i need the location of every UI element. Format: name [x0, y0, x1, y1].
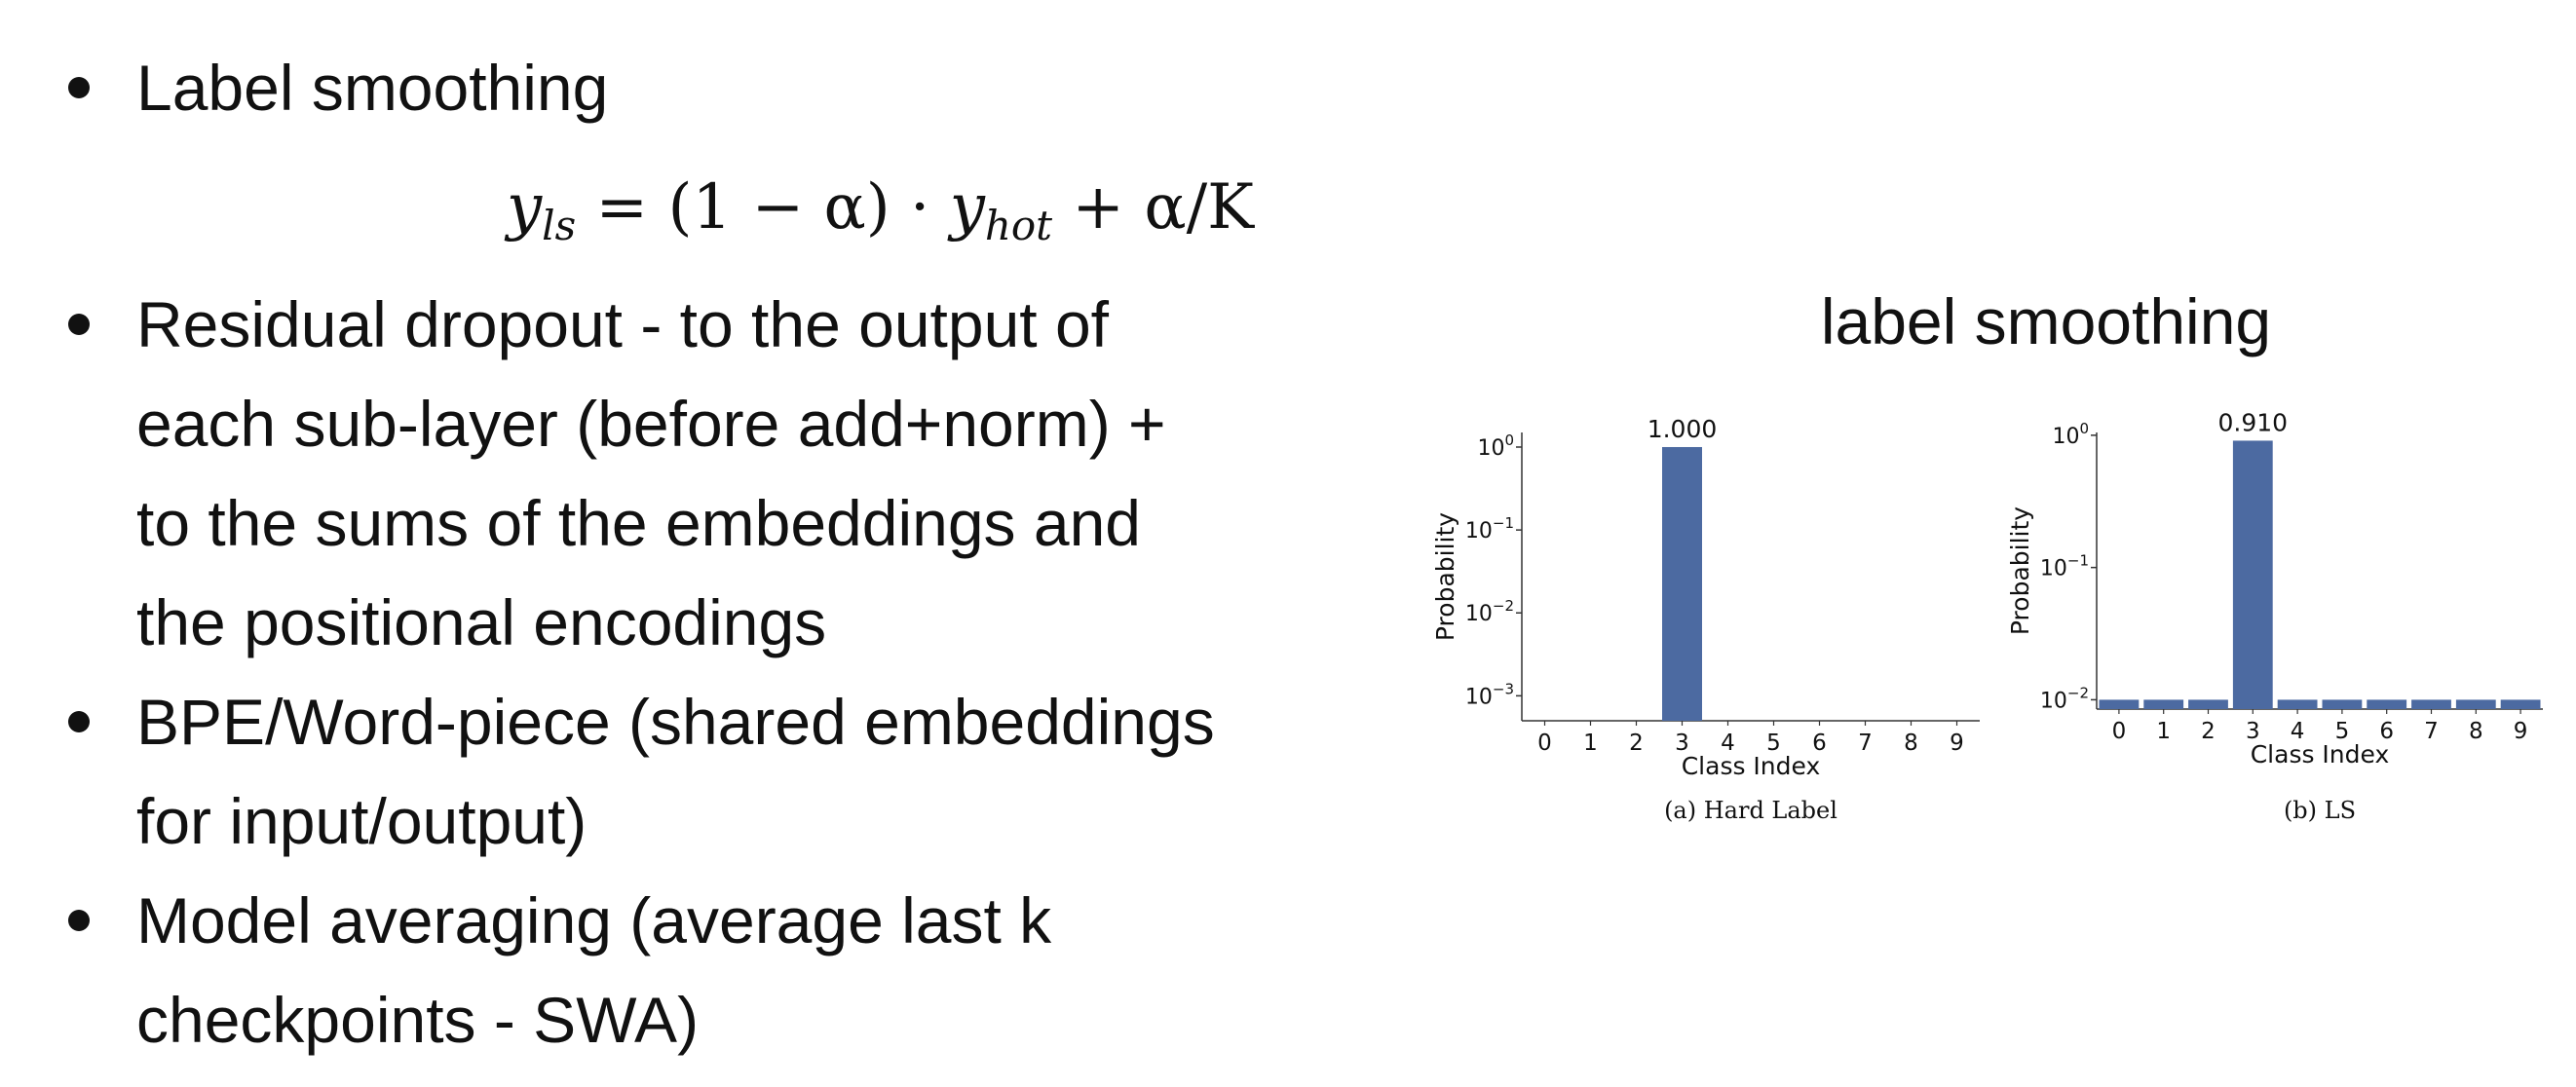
bullet-dot: [68, 77, 90, 98]
chart-2-bar-8: [2455, 699, 2496, 709]
formula-middle: = (1 − α) ·: [576, 171, 950, 244]
bullet-model-averaging-line-1: Model averaging (average last k: [136, 884, 1052, 956]
formula-y-subscript: hot: [984, 202, 1053, 249]
chart-2-x-tick-label: 0: [2112, 719, 2127, 744]
chart-2-y-tick-label: 100: [2052, 420, 2089, 449]
chart-1-x-tick-label: 9: [1950, 731, 1964, 756]
chart-1-y-tick-label: 10−1: [1465, 514, 1514, 544]
chart-2-x-tick-label: 6: [2379, 719, 2394, 744]
chart-2-x-tick-label: 5: [2335, 719, 2350, 744]
chart-2-bar-9: [2500, 699, 2541, 709]
formula-lhs: y: [507, 171, 543, 244]
chart-1-x-tick-label: 2: [1629, 731, 1644, 756]
chart-2-x-axis-label: Class Index: [2251, 740, 2390, 768]
bullet-residual-dropout-line-4: the positional encodings: [136, 586, 827, 658]
chart-title: label smoothing: [1820, 285, 2272, 357]
label-smoothing-charts: 100 10−1 10−2 10−3 0 1 2 3 4 5 6 7 8 9 1.000 Probabilit…: [1431, 408, 2543, 824]
chart-1-x-tick-label: 1: [1583, 731, 1598, 756]
bullet-dot: [68, 711, 90, 732]
chart-2-bar-7: [2411, 699, 2451, 709]
chart-1-x-tick-label: 7: [1858, 731, 1873, 756]
bullet-residual-dropout-line-2: each sub-layer (before add+norm) +: [136, 388, 1166, 460]
chart-1-x-tick-label: 3: [1675, 731, 1689, 756]
formula-y: y: [949, 171, 985, 244]
bullet-dot: [68, 910, 90, 931]
chart-1-data-label: 1.000: [1648, 415, 1718, 443]
chart-2-bar-1: [2143, 699, 2184, 709]
chart-1-x-tick-label: 6: [1812, 731, 1827, 756]
formula-rhs: + α/K: [1052, 171, 1254, 244]
chart-1-x-tick-label: 0: [1537, 731, 1552, 756]
chart-1-x-tick-label: 4: [1721, 731, 1735, 756]
bullet-residual-dropout-line-1: Residual dropout - to the output of: [136, 288, 1109, 360]
chart-1-y-axis-label: Probability: [1431, 512, 1459, 641]
chart-2-caption: (b) LS: [2284, 797, 2356, 824]
chart-1-bar-3: [1662, 446, 1702, 721]
bullet-model-averaging-line-2: checkpoints - SWA): [136, 984, 700, 1056]
chart-2-y-axis-label: Probability: [2006, 506, 2034, 635]
chart-2-x-tick-label: 3: [2246, 719, 2260, 744]
label-smoothing-formula: yls = (1 − α) · yhot + α/K: [507, 164, 1254, 270]
bullet-dot: [68, 314, 90, 335]
chart-1-x-axis-label: Class Index: [1682, 752, 1821, 780]
chart-2-x-tick-label: 8: [2469, 719, 2483, 744]
chart-2-bar-3: [2232, 440, 2273, 709]
chart-1-y-tick-label: 10−3: [1465, 680, 1514, 709]
bullet-residual-dropout-line-3: to the sums of the embeddings and: [136, 487, 1141, 559]
bullet-bpe-line-2: for input/output): [136, 785, 587, 857]
chart-2-bar-4: [2277, 699, 2318, 709]
chart-2-x-tick-label: 7: [2424, 719, 2439, 744]
chart-2-y-tick-label: 10−1: [2040, 552, 2089, 581]
chart-1-caption: (a) Hard Label: [1664, 797, 1837, 824]
chart-2-y-tick-label: 10−2: [2040, 684, 2089, 713]
chart-2-bar-6: [2367, 699, 2407, 709]
chart-1-y-tick-label: 10−2: [1465, 597, 1514, 626]
chart-1-x-tick-label: 5: [1766, 731, 1781, 756]
chart-1-x-tick-label: 8: [1904, 731, 1918, 756]
chart-2-bar-2: [2188, 699, 2228, 709]
bullet-bpe-line-1: BPE/Word-piece (shared embeddings: [136, 686, 1215, 758]
chart-2-data-label: 0.910: [2218, 408, 2289, 436]
chart-2-x-tick-label: 2: [2201, 719, 2216, 744]
formula-lhs-subscript: ls: [542, 202, 577, 249]
chart-2-x-tick-label: 4: [2291, 719, 2305, 744]
chart-2-bar-0: [2099, 699, 2140, 709]
bullet-label-smoothing: Label smoothing: [136, 52, 609, 124]
chart-1-y-tick-label: 100: [1477, 431, 1514, 461]
chart-2-bar-5: [2322, 699, 2363, 709]
chart-2-x-tick-label: 9: [2514, 719, 2528, 744]
chart-2-x-tick-label: 1: [2156, 719, 2171, 744]
